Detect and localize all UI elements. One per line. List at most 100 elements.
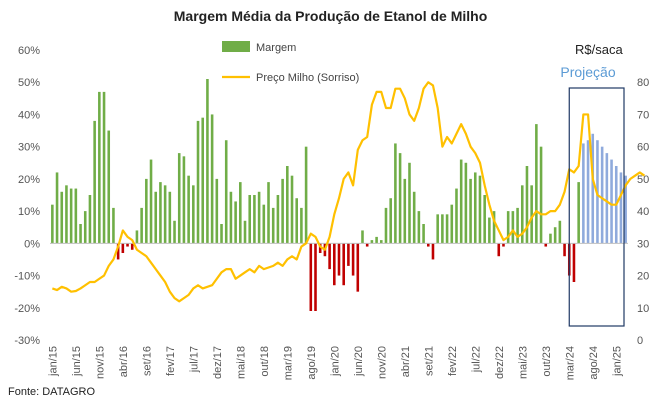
margem-bar [384,207,388,244]
margem-bar [130,243,134,250]
margem-bar [525,166,529,244]
margem-bar [126,243,129,247]
margem-bar [248,195,251,244]
margem-bar [347,243,350,266]
margem-bar [224,140,228,244]
margem-bar [506,211,510,244]
x-tick-label: mai/23 [517,346,529,379]
margem-bar [229,191,233,244]
x-tick-label: jul/17 [188,346,200,373]
margem-bar [51,204,54,244]
margem-bar [464,162,468,244]
margem-bar [295,198,298,244]
margem-bar [497,243,501,257]
margem-bar [333,243,336,286]
projection-label: Projeção [560,64,615,80]
margem-bar [337,243,341,276]
margem-bar [253,195,256,244]
margem-bar [553,227,557,244]
left-tick-label: 50% [18,77,40,89]
x-tick-label: fev/17 [165,346,177,376]
margem-bar [107,130,111,244]
margem-bar [572,243,576,282]
margem-bar [145,178,148,244]
margem-bar [187,175,190,244]
right-tick-label: 10 [637,303,649,315]
margem-bar [83,211,87,244]
x-tick-label: dez/22 [494,346,506,379]
margem-bar [365,243,369,247]
margem-bar [121,243,125,253]
margem-bar [220,224,223,244]
margem-bar [210,114,214,244]
x-tick-label: abr/21 [400,346,412,377]
margem-bar [309,243,313,311]
margem-bar [201,117,205,244]
left-tick-label: 40% [18,109,40,121]
margem-bar [426,243,430,247]
margem-bar [431,243,435,260]
right-axis: 80 70 60 50 40 30 20 10 0 [637,77,649,347]
margem-bar [516,207,519,244]
margem-bar [492,211,496,244]
margem-bar [403,178,407,244]
x-tick-label: mar/24 [564,346,576,380]
margem-bar [412,191,416,244]
source-note: Fonte: DATAGRO [8,386,96,398]
right-tick-label: 60 [637,142,649,154]
margem-bar [328,243,331,270]
margem-bar [478,175,482,244]
chart-title: Margem Média da Produção de Etanol de Mi… [173,8,488,24]
x-tick-label: mai/18 [235,346,247,379]
margem-bar [177,153,181,244]
margem-bar [342,243,345,286]
margem-bar [163,185,167,244]
right-tick-label: 40 [637,206,649,218]
x-tick-label: jan/25 [611,346,623,377]
left-axis: 60% 50% 40% 30% 20% 10% 0% -10% -20% -30% [14,45,40,347]
x-tick-label: jul/22 [470,346,482,373]
margem-bar [558,220,562,244]
margem-bar [182,156,186,244]
margem-bar [600,146,604,244]
margem-bar [318,243,322,253]
margem-bar [351,243,355,276]
x-tick-label: abr/16 [118,346,130,377]
margem-bar [154,191,158,244]
left-tick-label: 0% [24,238,40,250]
right-tick-label: 0 [637,335,643,347]
x-tick-label: jun/15 [71,346,83,377]
margem-bar [563,243,566,257]
margem-bar [356,243,360,292]
margem-bar [102,91,106,244]
margem-bar [441,214,444,244]
x-axis: jan/15 jun/15 nov/15 abr/16 set/16 fev/17 jul/… [47,346,623,380]
margem-bar [192,185,195,244]
margem-bar [65,185,68,244]
margem-bar [281,178,284,244]
margem-bar [455,188,458,244]
legend-label-margem: Margem [256,42,296,54]
margem-bar [502,243,505,247]
right-tick-label: 80 [637,77,649,89]
margem-bar [55,172,59,244]
margem-bar [394,143,397,244]
margem-bar [93,120,96,244]
margem-bar [262,204,266,244]
margem-bar [159,182,162,244]
margem-bar [196,120,200,244]
right-axis-label: R$/saca [575,42,623,57]
margem-bar [577,182,580,244]
x-tick-label: out/23 [541,346,553,377]
margem-bar [234,201,237,244]
margem-bar [69,188,73,244]
right-tick-label: 50 [637,174,649,186]
x-tick-label: nov/15 [94,346,106,379]
margem-bar [408,162,411,244]
legend-swatch-margem [222,41,250,52]
margem-bar [79,224,82,244]
margem-bar [445,214,449,244]
margem-bar [173,220,176,244]
x-tick-label: ago/24 [588,346,600,380]
